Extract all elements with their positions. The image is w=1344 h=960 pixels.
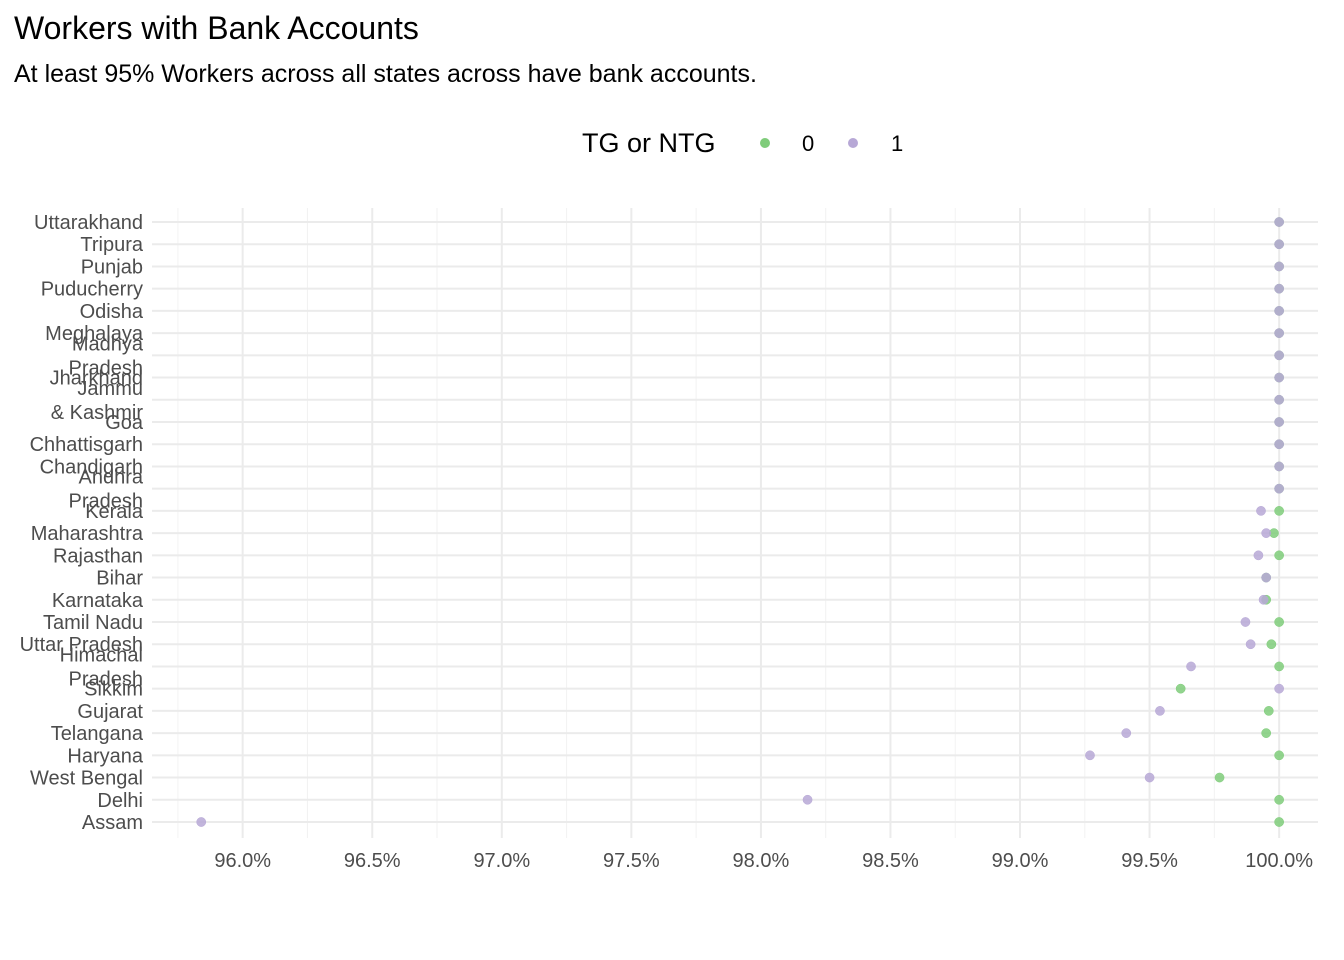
y-tick-label: Madhya Pradesh (69, 333, 144, 379)
data-point-series-1 (1274, 461, 1284, 472)
data-point-series-1 (1274, 417, 1284, 427)
x-tick-label: 99.0% (992, 850, 1049, 872)
y-tick-label: Chandigarh (40, 456, 143, 478)
data-point-series-1 (1274, 328, 1284, 338)
data-point-series-1 (1274, 372, 1284, 383)
x-tick-label: 96.0% (214, 850, 271, 872)
y-tick-label: Tamil Nadu (43, 612, 143, 634)
x-tick-label: 99.5% (1121, 850, 1178, 872)
y-tick-label: Puducherry (41, 279, 143, 301)
y-tick-label: Assam (82, 812, 143, 834)
y-tick-label: Karnataka (52, 590, 144, 612)
legend-label-1: 1 (891, 131, 904, 156)
y-tick-label: Odisha (80, 301, 144, 323)
y-tick-label: Goa (105, 412, 144, 434)
y-tick-label: Haryana (67, 745, 143, 767)
data-point-series-0 (1263, 706, 1274, 716)
data-point-series-1 (1274, 239, 1284, 250)
y-tick-label: West Bengal (30, 768, 143, 790)
y-tick-label: Jharkhand (50, 368, 143, 390)
chart-title: Workers with Bank Accounts (14, 10, 419, 46)
data-point-series-1 (1274, 483, 1284, 494)
y-tick-label: Punjab (81, 256, 143, 278)
data-point-series-1 (1274, 306, 1284, 316)
x-tick-label: 98.5% (862, 850, 919, 872)
data-point-series-0 (1274, 617, 1284, 627)
y-tick-label: Andhra Pradesh (69, 467, 144, 513)
data-point-series-1 (1253, 550, 1264, 561)
data-point-series-1 (1144, 772, 1155, 783)
y-tick-label: Kerala (85, 501, 144, 523)
data-point-series-1 (1085, 750, 1095, 761)
legend-marker-0 (760, 138, 770, 148)
data-point-series-1 (1261, 572, 1272, 583)
data-point-series-1 (1274, 350, 1284, 361)
x-tick-label: 97.5% (603, 850, 660, 872)
data-point-series-0 (1214, 772, 1225, 783)
y-tick-label: Delhi (97, 790, 143, 812)
y-tick-label: Maharashtra (31, 523, 144, 545)
y-tick-label: Rajasthan (53, 545, 143, 567)
data-point-series-1 (1274, 283, 1284, 294)
data-point-series-1 (802, 794, 813, 805)
data-point-series-0 (1175, 683, 1186, 694)
data-point-series-0 (1266, 639, 1277, 650)
data-point-series-1 (1274, 261, 1284, 272)
data-point-series-1 (1155, 706, 1165, 716)
data-point-series-0 (1274, 550, 1284, 561)
y-tick-label: Himachal Pradesh (60, 644, 143, 690)
x-tick-label: 97.0% (473, 850, 530, 872)
y-tick-label: Uttar Pradesh (20, 634, 143, 656)
y-tick-label: Sikkim (84, 679, 143, 701)
data-point-series-1 (196, 817, 207, 827)
x-tick-label: 100.0% (1245, 850, 1313, 872)
data-point-series-1 (1186, 661, 1196, 672)
y-tick-label: Jammu & Kashmir (51, 378, 144, 424)
data-point-series-0 (1274, 794, 1284, 805)
data-point-series-1 (1261, 528, 1272, 538)
data-point-series-0 (1274, 750, 1284, 761)
data-point-series-1 (1256, 506, 1266, 516)
data-point-series-1 (1258, 594, 1269, 605)
data-point-series-1 (1240, 617, 1251, 627)
data-point-series-1 (1121, 728, 1132, 738)
y-tick-label: Uttarakhand (34, 212, 143, 234)
data-point-series-0 (1274, 661, 1284, 672)
legend-label-0: 0 (802, 131, 815, 156)
y-tick-label: Chhattisgarh (30, 434, 143, 456)
data-point-series-1 (1274, 394, 1284, 405)
data-point-series-1 (1274, 439, 1284, 450)
y-tick-label: Telangana (51, 723, 144, 745)
data-point-series-1 (1274, 217, 1284, 227)
legend: TG or NTG 0 1 (0, 126, 1344, 162)
y-tick-label: Gujarat (77, 701, 143, 723)
data-point-series-1 (1274, 683, 1284, 694)
chart-subtitle: At least 95% Workers across all states a… (14, 60, 757, 88)
y-tick-label: Meghalaya (45, 323, 144, 345)
y-tick-label: Bihar (96, 568, 143, 590)
data-point-series-0 (1274, 506, 1284, 516)
data-point-series-0 (1274, 817, 1284, 827)
x-tick-label: 98.0% (733, 850, 790, 872)
data-point-series-0 (1261, 728, 1272, 738)
legend-marker-1 (848, 138, 858, 148)
data-point-series-1 (1245, 639, 1256, 650)
x-tick-label: 96.5% (344, 850, 401, 872)
y-tick-label: Tripura (80, 234, 143, 256)
legend-title: TG or NTG (582, 128, 716, 158)
